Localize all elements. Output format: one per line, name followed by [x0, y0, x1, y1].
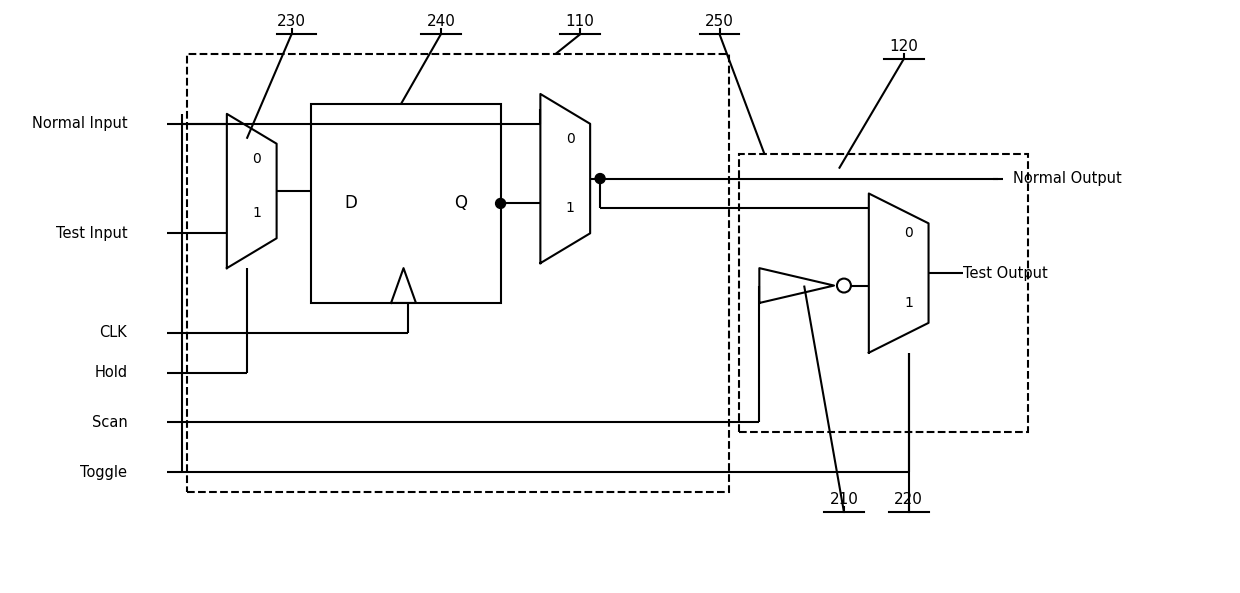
Text: D: D: [345, 195, 357, 212]
Text: 210: 210: [830, 492, 858, 507]
Text: Scan: Scan: [92, 415, 128, 430]
Text: CLK: CLK: [99, 326, 128, 340]
Text: 250: 250: [706, 14, 734, 29]
Text: 240: 240: [427, 14, 455, 29]
Circle shape: [837, 279, 851, 292]
Text: 1: 1: [565, 202, 574, 215]
Text: 110: 110: [565, 14, 595, 29]
Text: Normal Input: Normal Input: [32, 116, 128, 131]
Text: Toggle: Toggle: [81, 465, 128, 480]
Text: Test Output: Test Output: [963, 266, 1048, 280]
Text: 120: 120: [889, 39, 918, 54]
Text: 230: 230: [277, 14, 306, 29]
Bar: [311, 104, 501, 303]
Text: 0: 0: [565, 132, 574, 146]
Text: 0: 0: [904, 227, 913, 240]
Text: 220: 220: [894, 492, 923, 507]
Text: 0: 0: [252, 152, 262, 165]
Text: 1: 1: [904, 296, 913, 310]
Text: Test Input: Test Input: [56, 226, 128, 241]
Text: Q: Q: [454, 195, 467, 212]
Text: Normal Output: Normal Output: [1013, 171, 1122, 186]
Circle shape: [595, 174, 605, 183]
Text: 1: 1: [252, 206, 262, 221]
Circle shape: [496, 199, 506, 208]
Text: Hold: Hold: [94, 365, 128, 380]
